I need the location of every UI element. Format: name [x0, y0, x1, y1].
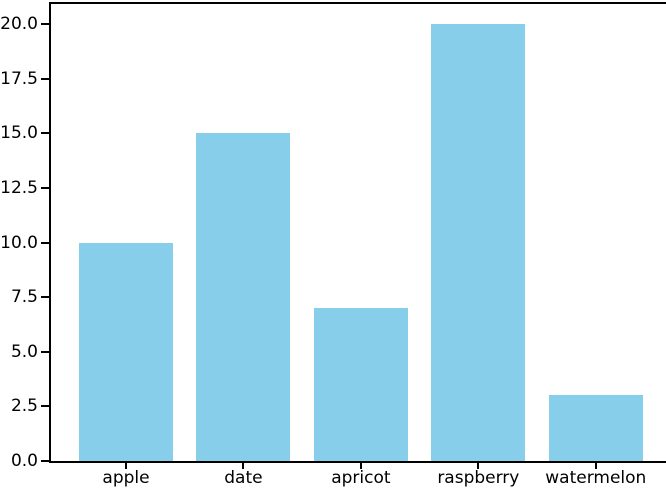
- y-tick-label: 0.0: [10, 451, 38, 471]
- bar-raspberry: [431, 24, 526, 461]
- y-tick-mark: [41, 132, 49, 135]
- x-tick-label-apple: apple: [102, 468, 150, 488]
- x-tick-mark: [125, 463, 127, 469]
- y-tick-label: 10.0: [0, 232, 38, 253]
- y-tick-label: 5.0: [10, 341, 38, 362]
- y-tick-mark: [41, 23, 49, 25]
- top-spine: [49, 2, 666, 4]
- y-tick-mark: [41, 241, 49, 244]
- x-tick-label-date: date: [224, 468, 263, 488]
- bar-apricot: [313, 308, 408, 461]
- x-tick-label-raspberry: raspberry: [437, 468, 520, 488]
- x-tick-label-watermelon: watermelon: [545, 468, 647, 488]
- x-tick-mark: [242, 463, 245, 469]
- y-tick-mark: [41, 77, 49, 80]
- y-tick-mark: [41, 460, 49, 462]
- y-tick-label: 15.0: [0, 123, 38, 144]
- y-tick-label: 2.5: [10, 396, 38, 417]
- x-tick-mark: [477, 463, 480, 469]
- y-tick-label: 7.5: [10, 287, 38, 308]
- x-tick-label-apricot: apricot: [331, 468, 391, 488]
- y-tick-mark: [41, 405, 49, 408]
- y-tick-label: 20.0: [0, 14, 38, 34]
- bar-watermelon: [548, 395, 643, 461]
- bottom-spine x-axis-line: [49, 461, 666, 463]
- bar-apple: [79, 242, 173, 461]
- y-tick-mark: [41, 296, 49, 299]
- bar-date: [196, 133, 291, 461]
- y-tick-label: 17.5: [0, 68, 38, 89]
- x-tick-mark: [594, 463, 597, 469]
- left-spine y-axis-line: [49, 2, 51, 463]
- y-tick-label: 12.5: [0, 177, 38, 198]
- y-tick-mark: [41, 186, 49, 189]
- y-tick-mark: [41, 350, 49, 353]
- x-tick-mark: [359, 463, 362, 469]
